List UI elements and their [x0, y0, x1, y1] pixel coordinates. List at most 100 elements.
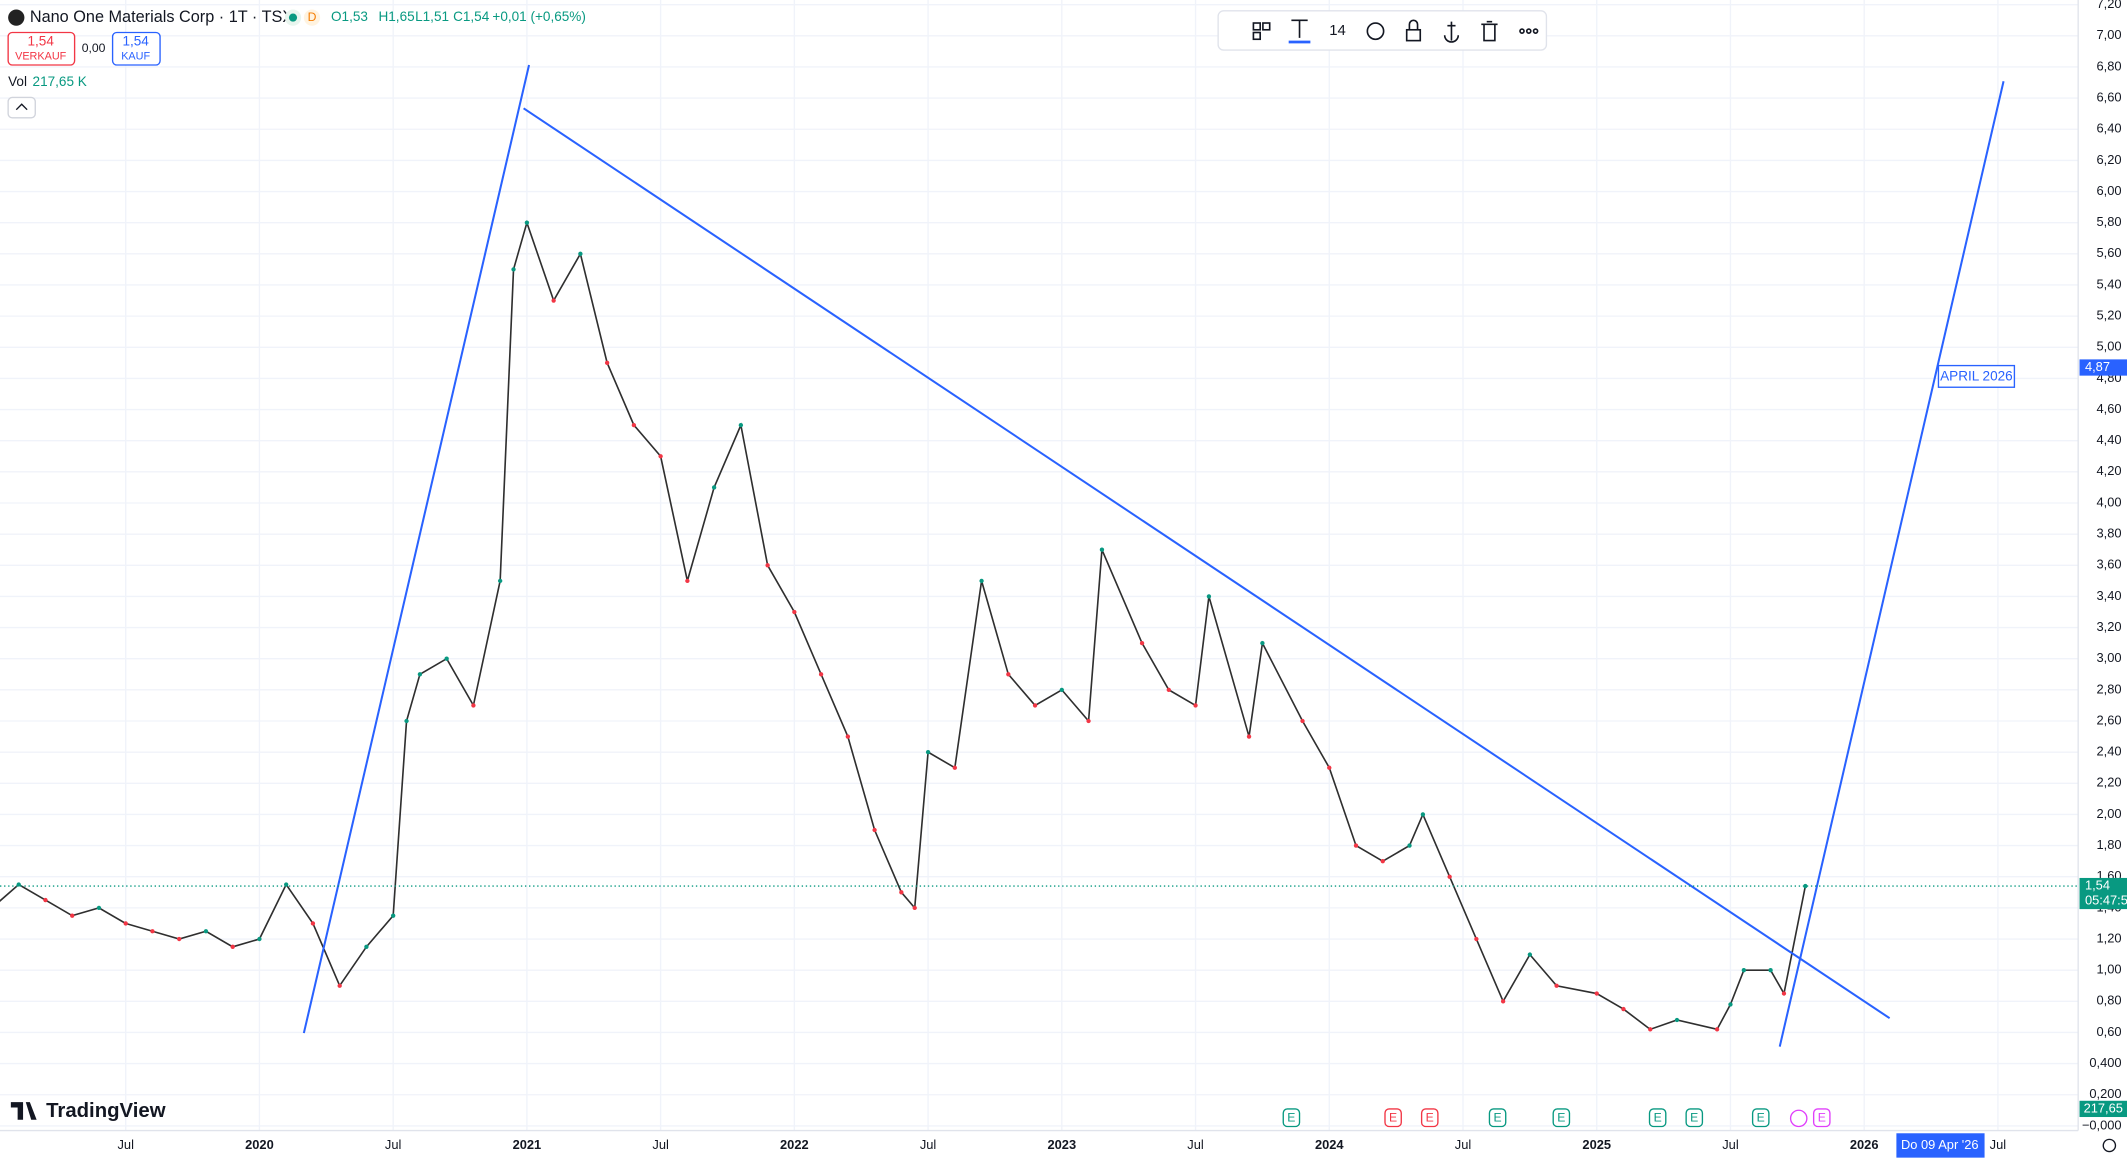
- sell-price[interactable]: 1,54: [27, 34, 54, 49]
- symbol-title[interactable]: Nano One Materials Corp · 1T · TSX: [30, 8, 294, 26]
- y-tick-label: 2,60: [2097, 712, 2122, 727]
- price-point: [1166, 687, 1171, 693]
- y-tick-label: 2,20: [2097, 775, 2122, 790]
- price-point: [1648, 1027, 1653, 1032]
- badge: [303, 9, 321, 26]
- ohlc-low: L1,51: [415, 9, 449, 24]
- y-tick-label: 3,60: [2097, 557, 2122, 572]
- y-tick-label: 1,80: [2097, 837, 2122, 852]
- collapse-button[interactable]: [7, 96, 36, 119]
- price-point: [511, 267, 516, 272]
- price-point: [765, 563, 770, 568]
- event-marker[interactable]: [1812, 1108, 1831, 1128]
- cursor-date-label: Do 09 Apr '26: [1901, 1137, 1979, 1152]
- y-tick-label: 4,20: [2097, 463, 2122, 478]
- price-point: [390, 913, 396, 918]
- trend-line[interactable]: [523, 107, 1891, 1020]
- price-point: [912, 905, 917, 911]
- templates-icon[interactable]: [1262, 22, 1271, 31]
- price-point: [524, 220, 530, 225]
- templates-icon[interactable]: [1252, 22, 1262, 31]
- anchor-icon[interactable]: [1443, 21, 1460, 43]
- price-point: [70, 913, 75, 918]
- x-tick-label: Jul: [117, 1137, 133, 1152]
- price-point: [845, 734, 851, 739]
- interval-badge: D: [308, 10, 317, 24]
- sell-button[interactable]: [7, 31, 76, 66]
- event-label[interactable]: E: [1287, 1111, 1295, 1125]
- price-point: [257, 936, 262, 942]
- x-tick-label: Jul: [1455, 1137, 1471, 1152]
- event-marker[interactable]: [1420, 1108, 1439, 1128]
- annotation[interactable]: APRIL 2026: [1940, 369, 2013, 384]
- ohlc-high: H1,65: [378, 9, 414, 24]
- event-marker[interactable]: [1488, 1108, 1507, 1128]
- sell-label[interactable]: VERKAUF: [15, 51, 67, 63]
- annotation-box[interactable]: [1937, 364, 2016, 388]
- price-point: [899, 890, 904, 895]
- text-tool-icon[interactable]: [1291, 19, 1308, 38]
- event-marker[interactable]: [1552, 1108, 1571, 1128]
- price-point: [1139, 640, 1145, 646]
- price-point: [1420, 812, 1426, 817]
- y-tick-label: 1,00: [2097, 962, 2122, 977]
- buy-button[interactable]: [111, 31, 161, 66]
- lock-icon[interactable]: [1405, 28, 1422, 42]
- buy-price[interactable]: 1,54: [122, 34, 149, 49]
- trend-line[interactable]: [1778, 81, 2005, 1047]
- price-point: [1594, 991, 1599, 996]
- event-marker[interactable]: [1384, 1108, 1402, 1128]
- price-point: [1193, 703, 1198, 708]
- event-marker[interactable]: [1282, 1108, 1301, 1128]
- price-axis: [2078, 0, 2127, 1159]
- price-point: [792, 609, 797, 615]
- event-marker[interactable]: [1751, 1108, 1770, 1128]
- event-marker[interactable]: [1648, 1108, 1667, 1128]
- y-tick-label: 6,60: [2097, 90, 2122, 105]
- lock-icon[interactable]: [1408, 19, 1419, 30]
- y-tick-label: 5,60: [2097, 245, 2122, 260]
- delete-icon[interactable]: [1481, 20, 1498, 42]
- event-label[interactable]: E: [1654, 1111, 1662, 1125]
- price-point: [1447, 874, 1452, 879]
- buy-label[interactable]: KAUF: [121, 51, 150, 63]
- dividend-marker[interactable]: [1789, 1109, 1808, 1128]
- settings-button[interactable]: [2102, 1138, 2117, 1153]
- trend-line[interactable]: [302, 64, 531, 1034]
- y-tick-label: 5,40: [2097, 276, 2122, 291]
- more-icon[interactable]: [1519, 28, 1525, 34]
- event-label[interactable]: E: [1818, 1111, 1826, 1125]
- more-icon[interactable]: [1532, 28, 1539, 34]
- event-label[interactable]: E: [1557, 1111, 1565, 1125]
- x-tick-label: 2026: [1850, 1137, 1879, 1152]
- price-point: [1032, 703, 1038, 708]
- templates-icon[interactable]: [1252, 31, 1262, 41]
- volume-value: 217,65 K: [33, 74, 87, 89]
- y-tick-label: 6,20: [2097, 152, 2122, 167]
- price-point: [230, 944, 235, 949]
- price-point: [364, 944, 369, 949]
- font-size[interactable]: 14: [1329, 23, 1346, 39]
- event-marker[interactable]: [1685, 1108, 1704, 1128]
- event-label[interactable]: E: [1690, 1111, 1698, 1125]
- more-icon[interactable]: [1525, 28, 1532, 34]
- price-point: [337, 983, 342, 988]
- time-axis: [0, 1130, 2127, 1159]
- settings-icon[interactable]: [1366, 22, 1385, 41]
- event-label[interactable]: E: [1757, 1111, 1765, 1125]
- price-point: [658, 454, 663, 459]
- price-point: [1554, 983, 1559, 988]
- event-label[interactable]: E: [1426, 1111, 1434, 1125]
- event-label[interactable]: E: [1494, 1111, 1502, 1125]
- price-point: [1300, 718, 1305, 724]
- event-label[interactable]: E: [1389, 1111, 1397, 1125]
- price-point: [1206, 594, 1212, 599]
- ohlc-close: C1,54: [453, 9, 490, 24]
- status-dot: [288, 13, 298, 22]
- logo: TradingView: [46, 1100, 166, 1122]
- y-tick-label: 2,40: [2097, 744, 2122, 759]
- x-tick-label: Jul: [920, 1137, 936, 1152]
